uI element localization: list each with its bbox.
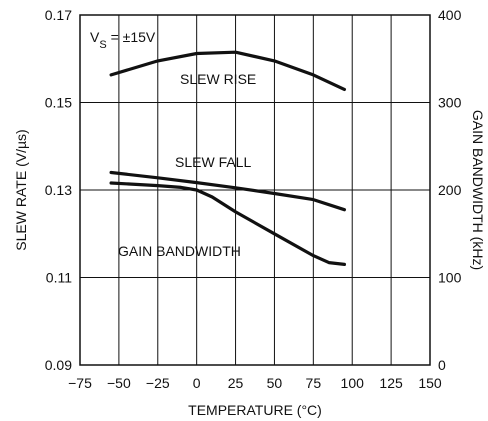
condition-main: V: [90, 29, 100, 45]
slew-rise-label: SLEW RISE: [180, 71, 256, 87]
y-right-tick-label: 0: [438, 357, 446, 373]
x-tick-label: 100: [341, 375, 365, 391]
x-tick-label: 0: [193, 375, 201, 391]
condition-label: VS = ±15V: [90, 29, 156, 51]
y-right-tick-label: 400: [438, 7, 462, 23]
condition-rest: = ±15V: [107, 29, 156, 45]
plot-frame: [79, 14, 431, 366]
series-group: [109, 50, 346, 266]
x-axis-title: TEMPERATURE (°C): [188, 402, 322, 418]
x-tick-label: 150: [418, 375, 442, 391]
y-right-tick-label: 200: [438, 182, 462, 198]
y-left-tick-labels: 0.09 0.11 0.13 0.15 0.17: [45, 7, 72, 373]
x-tick-label: 125: [379, 375, 403, 391]
y-right-tick-label: 100: [438, 270, 462, 286]
condition-subscript: S: [99, 39, 106, 51]
gain-bandwidth-label: GAIN BANDWIDTH: [118, 243, 241, 259]
x-tick-label: 25: [228, 375, 244, 391]
x-tick-labels: −75 −50 −25 0 25 50 75 100 125 150: [68, 375, 442, 391]
y-right-tick-labels: 0 100 200 300 400: [438, 7, 462, 373]
slew-fall-label: SLEW FALL: [175, 154, 251, 170]
x-tick-label: −25: [146, 375, 170, 391]
y-left-tick-label: 0.15: [45, 95, 72, 111]
y-left-tick-label: 0.13: [45, 182, 72, 198]
x-tick-label: 50: [267, 375, 283, 391]
y-left-tick-label: 0.17: [45, 7, 72, 23]
series-slew-fall: [109, 170, 346, 212]
y-right-axis-title: GAIN BANDWIDTH (kHz): [470, 110, 486, 270]
x-tick-label: −50: [107, 375, 131, 391]
series-slew-rise: [109, 50, 346, 92]
y-left-tick-label: 0.09: [45, 357, 72, 373]
series-gain-bandwidth: [109, 181, 346, 266]
x-tick-label: 75: [306, 375, 322, 391]
x-tick-label: −75: [68, 375, 92, 391]
y-left-tick-label: 0.11: [46, 270, 72, 286]
y-right-tick-label: 300: [438, 95, 462, 111]
y-left-axis-title: SLEW RATE (V/µs): [13, 129, 29, 250]
